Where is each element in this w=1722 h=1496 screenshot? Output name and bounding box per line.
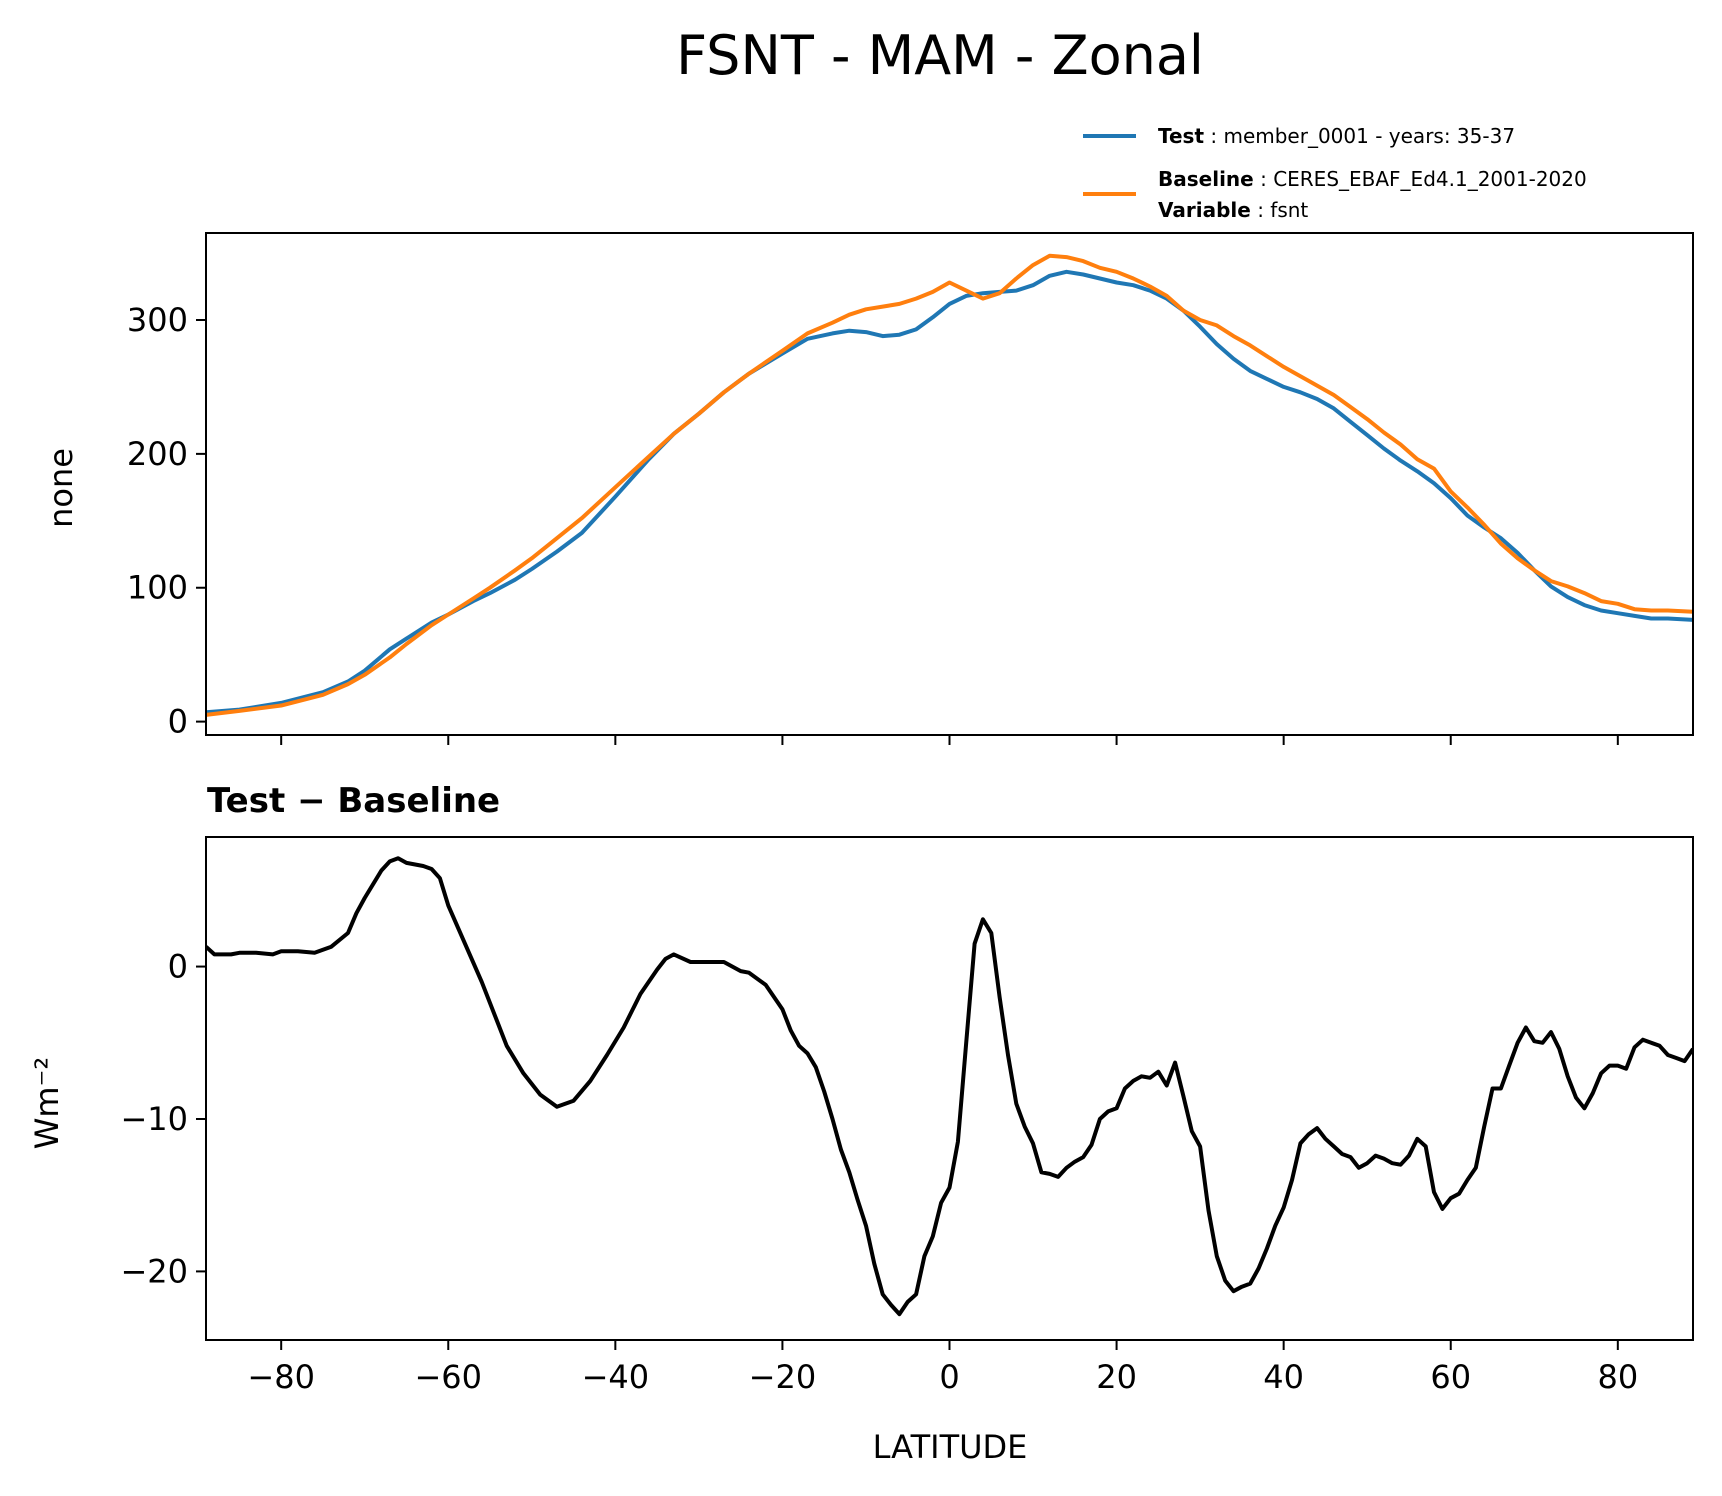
plot-frame: [205, 232, 1694, 736]
series-baseline-line: [206, 253, 1693, 717]
top-ylabel: none: [42, 448, 80, 528]
x-tick-label: −20: [749, 1358, 817, 1396]
bottom-title: Test − Baseline: [207, 781, 500, 821]
legend-test-text: member_0001 - years: 35-37: [1223, 124, 1515, 148]
y-tick-label: 0: [168, 948, 188, 986]
legend-test-name: Test: [1158, 124, 1204, 148]
x-tick-label: 0: [939, 1358, 959, 1396]
legend-variable-text: fsnt: [1270, 198, 1308, 222]
y-tick-label: 300: [127, 301, 188, 339]
x-tick-label: 40: [1263, 1358, 1304, 1396]
bottom-panel: Test − Baseline Wm⁻² LATITUDE −20 −10 0 −80…: [28, 781, 1694, 1466]
y-tick-label: 100: [127, 569, 188, 607]
legend-baseline-name: Baseline: [1158, 167, 1254, 191]
x-tick-label: 80: [1597, 1358, 1638, 1396]
svg-text:Variable : fsnt: Variable : fsnt: [1158, 198, 1308, 222]
svg-text:Test : member_0001 - years: 35: Test : member_0001 - years: 35-37: [1158, 124, 1515, 148]
top-panel: none 0 100 200 300: [42, 232, 1694, 745]
series-test-line: [206, 269, 1693, 715]
plot-frame: [205, 836, 1694, 1341]
y-tick-label: −10: [120, 1100, 188, 1138]
chart-title: FSNT - MAM - Zonal: [676, 24, 1204, 87]
y-tick-label: 200: [127, 435, 188, 473]
legend-variable-name: Variable: [1158, 198, 1251, 222]
series-diff-line: [206, 856, 1693, 1317]
x-tick-label: −40: [582, 1358, 650, 1396]
bottom-ylabel: Wm⁻²: [28, 1057, 66, 1150]
x-tick-label: −60: [414, 1358, 482, 1396]
x-tick-label: −80: [247, 1358, 315, 1396]
bottom-xlabel: LATITUDE: [873, 1428, 1028, 1466]
x-tick-label: 20: [1096, 1358, 1137, 1396]
legend: Test : member_0001 - years: 35-37 Baseli…: [1083, 124, 1587, 222]
x-tick-label: 60: [1430, 1358, 1471, 1396]
y-tick-label: 0: [168, 703, 188, 741]
svg-text:Baseline : CERES_EBAF_Ed4.1_20: Baseline : CERES_EBAF_Ed4.1_2001-2020: [1158, 167, 1587, 191]
y-tick-label: −20: [120, 1252, 188, 1290]
legend-baseline-text: CERES_EBAF_Ed4.1_2001-2020: [1273, 167, 1587, 191]
